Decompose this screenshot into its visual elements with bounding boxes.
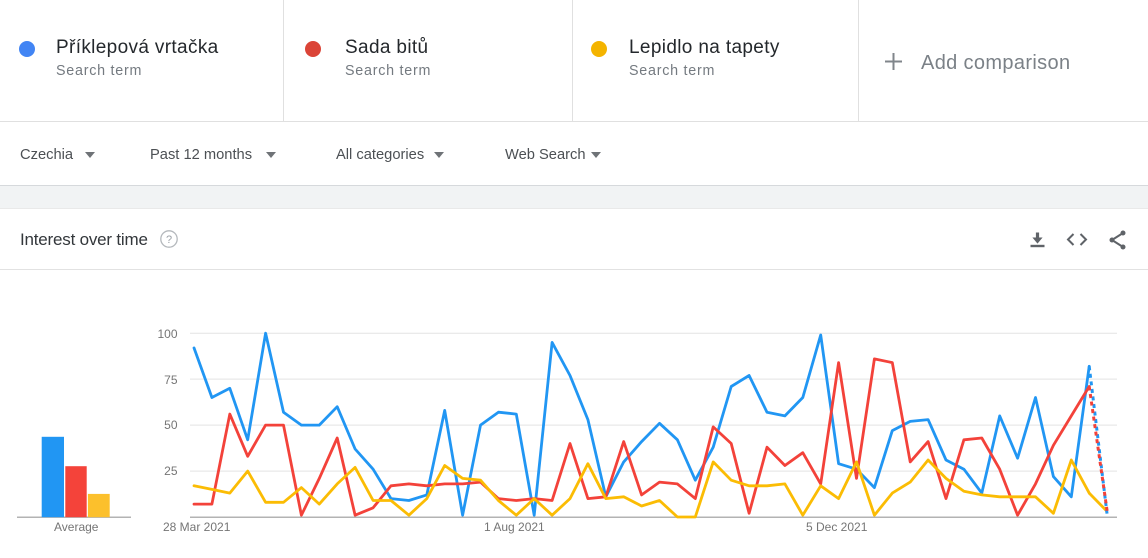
svg-text:?: ? bbox=[166, 234, 172, 246]
